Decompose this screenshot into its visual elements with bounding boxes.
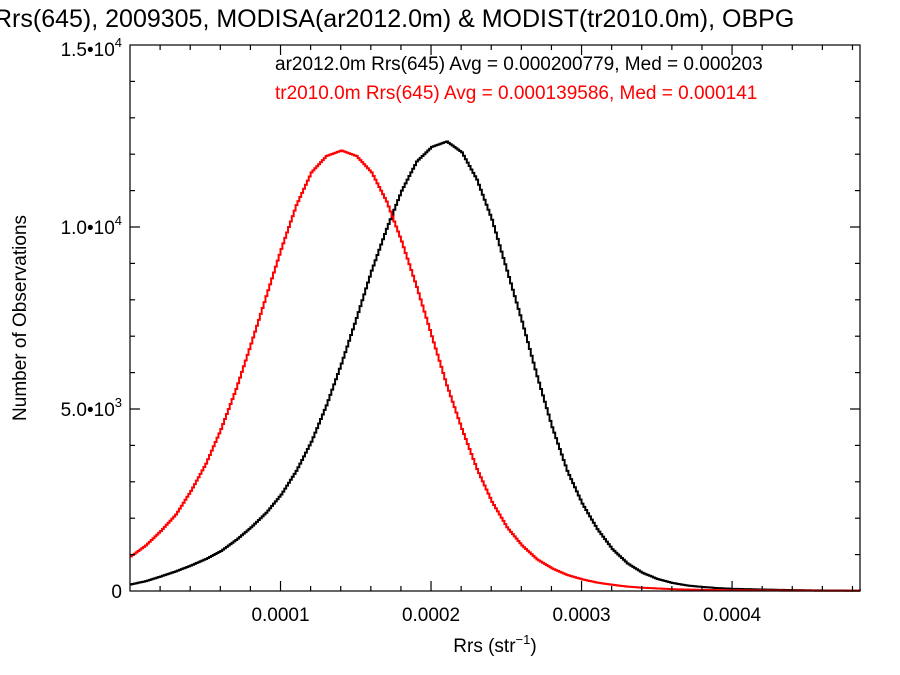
x-tick-label-0: 0.0001: [251, 605, 309, 626]
x-axis-title-main: Rrs (str: [453, 636, 516, 657]
legend-entry-ar2012: ar2012.0m Rrs(645) Avg = 0.000200779, Me…: [275, 54, 763, 75]
plot-frame: [129, 44, 861, 592]
y-axis-ticks: 0 5.0•103 1.0•104 1.5•104: [61, 35, 860, 603]
series-line-tr2010: [130, 149, 861, 592]
y-tick-label-1: 5.0•103: [61, 395, 122, 421]
x-axis-title: Rrs (str−1): [453, 632, 536, 657]
legend: ar2012.0m Rrs(645) Avg = 0.000200779, Me…: [275, 54, 763, 104]
y-tick-label-3: 1.5•104: [61, 35, 122, 61]
y-axis-title: Number of Observations: [10, 215, 31, 421]
plot-area: 0.0001 0.0002 0.0003 0.0004 0 5.0•103 1.0•104…: [61, 35, 861, 626]
x-tick-label-1: 0.0002: [402, 605, 460, 626]
series-layer: [130, 140, 861, 592]
y-tick-label-2: 1.0•104: [61, 213, 122, 239]
x-axis-title-end: ): [530, 636, 536, 657]
x-axis-title-sup: −1: [516, 632, 531, 647]
x-axis-ticks: 0.0001 0.0002 0.0003 0.0004: [159, 45, 854, 626]
chart-title: Rrs(645), 2009305, MODISA(ar2012.0m) & M…: [0, 5, 794, 33]
series-line-ar2012: [130, 140, 861, 592]
legend-entry-tr2010: tr2010.0m Rrs(645) Avg = 0.000139586, Me…: [275, 83, 757, 104]
y-tick-label-0: 0: [111, 582, 122, 603]
x-tick-label-2: 0.0003: [552, 605, 610, 626]
x-tick-label-3: 0.0004: [703, 605, 762, 626]
